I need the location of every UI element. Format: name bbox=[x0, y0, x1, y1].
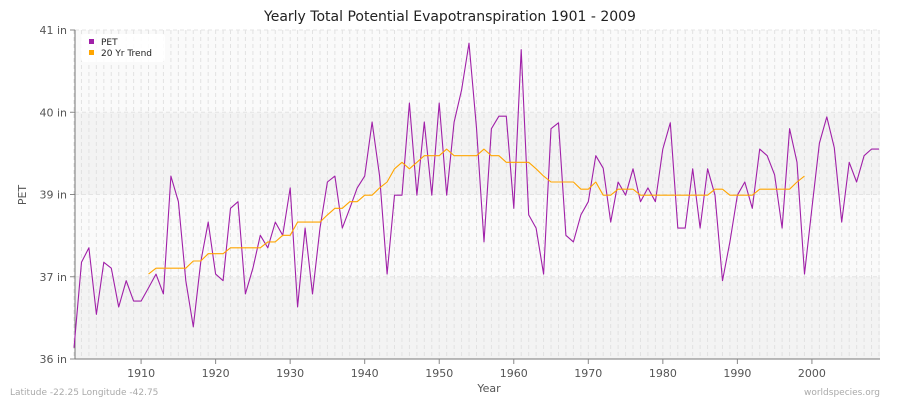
legend-swatch-trend bbox=[89, 50, 94, 55]
x-tick-label: 1950 bbox=[425, 367, 453, 380]
x-tick-label: 1960 bbox=[500, 367, 528, 380]
x-tick-label: 1930 bbox=[276, 367, 304, 380]
x-tick-label: 1940 bbox=[351, 367, 379, 380]
legend-box bbox=[81, 34, 165, 62]
trend-series-line bbox=[148, 148, 805, 275]
x-axis-label: Year bbox=[476, 382, 501, 395]
legend: PET 20 Yr Trend bbox=[81, 34, 165, 62]
y-tick-label: 40 in bbox=[39, 106, 67, 119]
series-lines bbox=[73, 42, 879, 348]
x-tick-labels: 1910 1920 1930 1940 1950 1960 1970 1980 1990 2000 bbox=[127, 359, 826, 380]
x-tick-label: 1980 bbox=[649, 367, 677, 380]
legend-swatch-pet bbox=[89, 39, 94, 44]
pet-series-line bbox=[73, 42, 879, 348]
background-band bbox=[75, 276, 880, 359]
x-tick-label: 2000 bbox=[798, 367, 826, 380]
chart-title: Yearly Total Potential Evapotranspiratio… bbox=[263, 9, 636, 25]
location-footer: Latitude -22.25 Longitude -42.75 bbox=[10, 388, 158, 398]
source-footer: worldspecies.org bbox=[804, 388, 880, 398]
x-tick-label: 1990 bbox=[723, 367, 751, 380]
y-tick-labels: 36 in 37 in 39 in 40 in 41 in bbox=[39, 24, 67, 366]
background-bands bbox=[75, 30, 880, 359]
y-tick-label: 36 in bbox=[39, 353, 67, 366]
background-band bbox=[75, 30, 880, 113]
y-tick-label: 37 in bbox=[39, 271, 67, 284]
axes bbox=[74, 30, 880, 360]
x-tick-label: 1910 bbox=[127, 367, 155, 380]
legend-label-trend: 20 Yr Trend bbox=[101, 49, 152, 59]
x-tick-label: 1920 bbox=[202, 367, 230, 380]
legend-label-pet: PET bbox=[101, 38, 118, 48]
y-tick-label: 41 in bbox=[39, 24, 67, 37]
y-tick-label: 39 in bbox=[39, 189, 67, 202]
background-band bbox=[75, 112, 880, 195]
y-axis-label: PET bbox=[16, 185, 29, 206]
x-tick-label: 1970 bbox=[574, 367, 602, 380]
background-band bbox=[75, 194, 880, 277]
